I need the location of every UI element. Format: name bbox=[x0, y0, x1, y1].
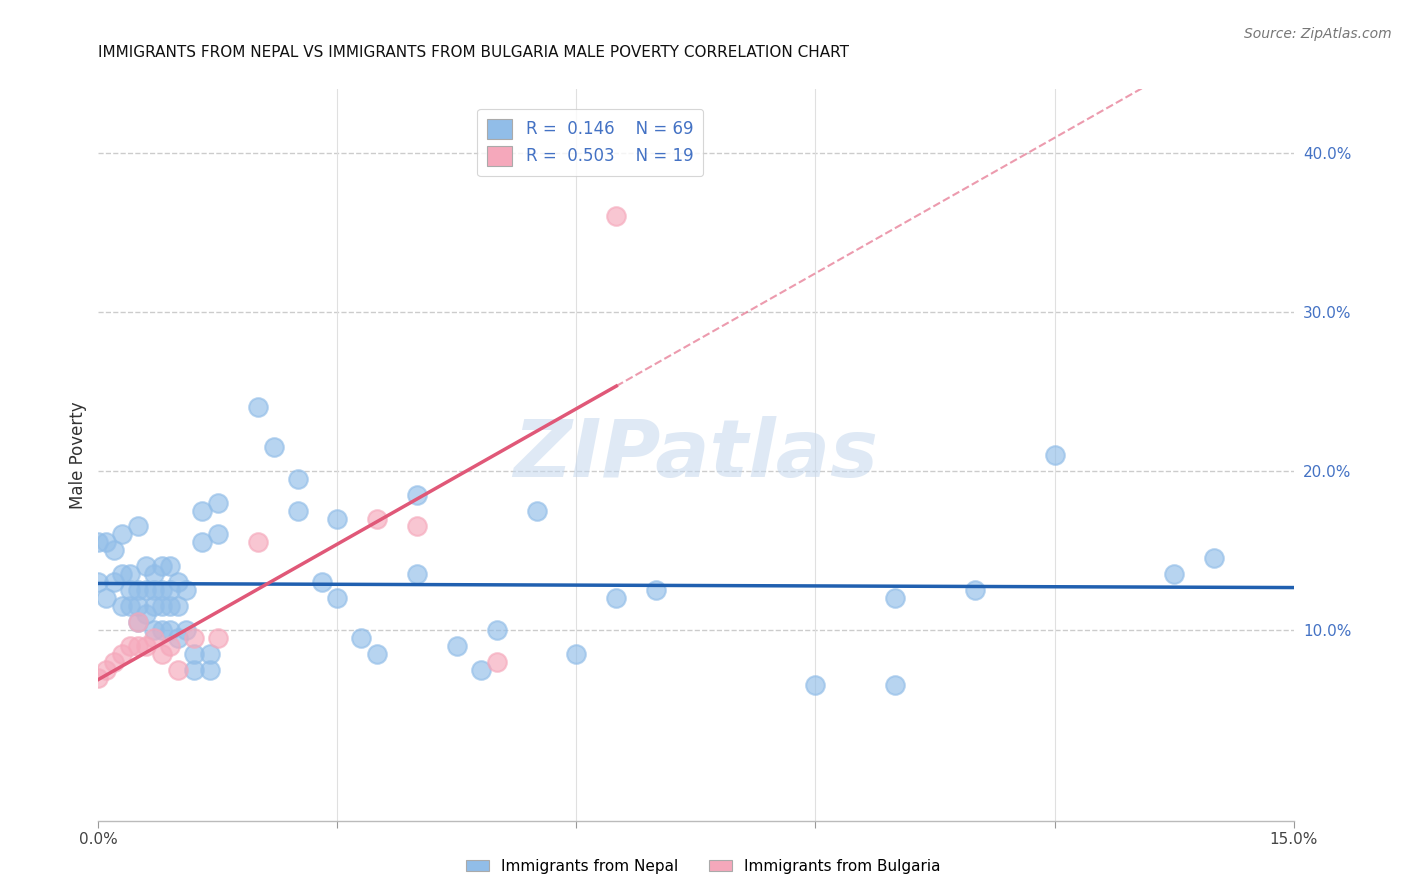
Point bbox=[645, 583, 668, 598]
Point bbox=[143, 631, 166, 645]
Point bbox=[159, 599, 181, 613]
Point bbox=[246, 401, 269, 415]
Point bbox=[120, 583, 142, 598]
Point bbox=[127, 615, 149, 629]
Point bbox=[143, 623, 166, 637]
Point bbox=[191, 535, 214, 549]
Point bbox=[207, 527, 229, 541]
Point bbox=[366, 511, 388, 525]
Point bbox=[263, 440, 285, 454]
Point bbox=[963, 583, 986, 598]
Point bbox=[96, 535, 118, 549]
Point bbox=[1043, 448, 1066, 462]
Point bbox=[96, 591, 118, 605]
Point bbox=[198, 663, 221, 677]
Point bbox=[485, 623, 508, 637]
Point bbox=[150, 583, 173, 598]
Point bbox=[1163, 567, 1185, 582]
Point bbox=[111, 647, 134, 661]
Point bbox=[127, 519, 149, 533]
Point bbox=[143, 599, 166, 613]
Point bbox=[366, 647, 388, 661]
Point bbox=[167, 575, 190, 590]
Legend: R =  0.146    N = 69, R =  0.503    N = 19: R = 0.146 N = 69, R = 0.503 N = 19 bbox=[477, 109, 703, 176]
Point bbox=[127, 583, 149, 598]
Point bbox=[207, 495, 229, 509]
Point bbox=[159, 559, 181, 574]
Point bbox=[446, 639, 468, 653]
Point bbox=[406, 519, 429, 533]
Point bbox=[470, 663, 492, 677]
Point bbox=[1202, 551, 1225, 566]
Point bbox=[565, 647, 588, 661]
Point bbox=[183, 663, 205, 677]
Point bbox=[150, 623, 173, 637]
Point bbox=[127, 639, 149, 653]
Point bbox=[406, 567, 429, 582]
Point bbox=[207, 631, 229, 645]
Point bbox=[127, 615, 149, 629]
Point bbox=[111, 599, 134, 613]
Point bbox=[174, 583, 197, 598]
Point bbox=[120, 639, 142, 653]
Point bbox=[804, 678, 827, 692]
Point bbox=[150, 647, 173, 661]
Legend: Immigrants from Nepal, Immigrants from Bulgaria: Immigrants from Nepal, Immigrants from B… bbox=[460, 853, 946, 880]
Point bbox=[135, 639, 157, 653]
Point bbox=[287, 503, 309, 517]
Point bbox=[150, 559, 173, 574]
Point bbox=[326, 511, 349, 525]
Point bbox=[884, 678, 907, 692]
Point bbox=[605, 210, 627, 224]
Point bbox=[159, 583, 181, 598]
Point bbox=[87, 575, 110, 590]
Point bbox=[326, 591, 349, 605]
Point bbox=[198, 647, 221, 661]
Point bbox=[311, 575, 333, 590]
Point bbox=[150, 599, 173, 613]
Point bbox=[526, 503, 548, 517]
Point bbox=[87, 671, 110, 685]
Point bbox=[167, 631, 190, 645]
Point bbox=[159, 639, 181, 653]
Point bbox=[103, 655, 125, 669]
Point bbox=[120, 599, 142, 613]
Point bbox=[143, 583, 166, 598]
Point bbox=[159, 623, 181, 637]
Point bbox=[96, 663, 118, 677]
Y-axis label: Male Poverty: Male Poverty bbox=[69, 401, 87, 508]
Point bbox=[191, 503, 214, 517]
Point bbox=[174, 623, 197, 637]
Point bbox=[111, 567, 134, 582]
Point bbox=[884, 591, 907, 605]
Point bbox=[485, 655, 508, 669]
Text: IMMIGRANTS FROM NEPAL VS IMMIGRANTS FROM BULGARIA MALE POVERTY CORRELATION CHART: IMMIGRANTS FROM NEPAL VS IMMIGRANTS FROM… bbox=[98, 45, 849, 60]
Point bbox=[183, 647, 205, 661]
Text: Source: ZipAtlas.com: Source: ZipAtlas.com bbox=[1244, 27, 1392, 41]
Point bbox=[287, 472, 309, 486]
Text: ZIPatlas: ZIPatlas bbox=[513, 416, 879, 494]
Point bbox=[135, 607, 157, 621]
Point bbox=[103, 575, 125, 590]
Point bbox=[135, 583, 157, 598]
Point bbox=[143, 567, 166, 582]
Point bbox=[111, 527, 134, 541]
Point bbox=[103, 543, 125, 558]
Point bbox=[167, 663, 190, 677]
Point bbox=[350, 631, 373, 645]
Point bbox=[87, 535, 110, 549]
Point bbox=[183, 631, 205, 645]
Point bbox=[605, 591, 627, 605]
Point bbox=[135, 559, 157, 574]
Point bbox=[246, 535, 269, 549]
Point bbox=[167, 599, 190, 613]
Point bbox=[120, 567, 142, 582]
Point bbox=[127, 599, 149, 613]
Point bbox=[406, 488, 429, 502]
